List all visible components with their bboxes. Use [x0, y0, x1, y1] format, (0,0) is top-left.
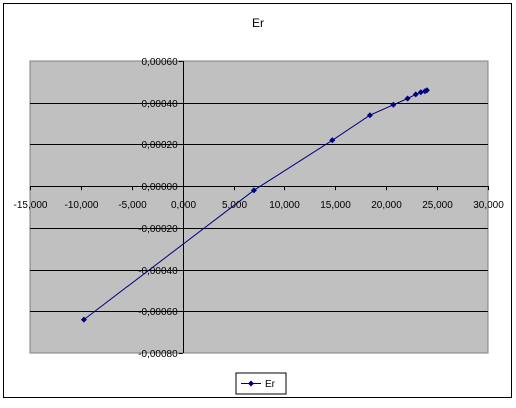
- data-point: [390, 101, 397, 108]
- x-tick-label: 20,000: [371, 200, 402, 211]
- legend: Er: [235, 372, 287, 395]
- x-tick-label: -15,000: [14, 200, 48, 211]
- x-tick-label: -10,000: [65, 200, 99, 211]
- y-tick-label: -0,00080: [138, 349, 178, 360]
- legend-marker: [248, 380, 254, 387]
- data-point: [250, 187, 257, 194]
- data-point: [423, 87, 430, 94]
- y-tick-label: 0,00060: [142, 57, 179, 68]
- data-point: [80, 316, 87, 323]
- y-tick-label: -0,00060: [138, 307, 178, 318]
- x-tick-label: 25,000: [422, 200, 453, 211]
- tick-labels: 0,00060 0,00040 0,00020 0,00000 -0,00020 -0,0…: [14, 57, 505, 360]
- y-tick-label: 0,00040: [142, 99, 179, 110]
- x-tick-label: 10,000: [269, 200, 300, 211]
- y-tick-label: -0,00020: [138, 224, 178, 235]
- y-tick-label: -0,00040: [138, 266, 178, 277]
- chart-title: Er: [252, 16, 264, 30]
- x-tick-label: 5,000: [222, 200, 247, 211]
- legend-label-er: Er: [265, 379, 276, 390]
- x-tick-label: 15,000: [320, 200, 351, 211]
- series-er: [80, 87, 430, 323]
- data-point: [412, 91, 419, 98]
- y-tick-label: 0,00000: [142, 182, 179, 193]
- x-tick-label: 30,000: [473, 200, 504, 211]
- data-point: [329, 137, 336, 144]
- data-point: [417, 89, 424, 96]
- x-tick-label: -5,000: [118, 200, 147, 211]
- data-point: [366, 112, 373, 119]
- data-point: [404, 95, 411, 102]
- x-tick-label: 0,000: [171, 200, 196, 211]
- y-tick-label: 0,00020: [142, 140, 179, 151]
- plot-area: [29, 60, 489, 354]
